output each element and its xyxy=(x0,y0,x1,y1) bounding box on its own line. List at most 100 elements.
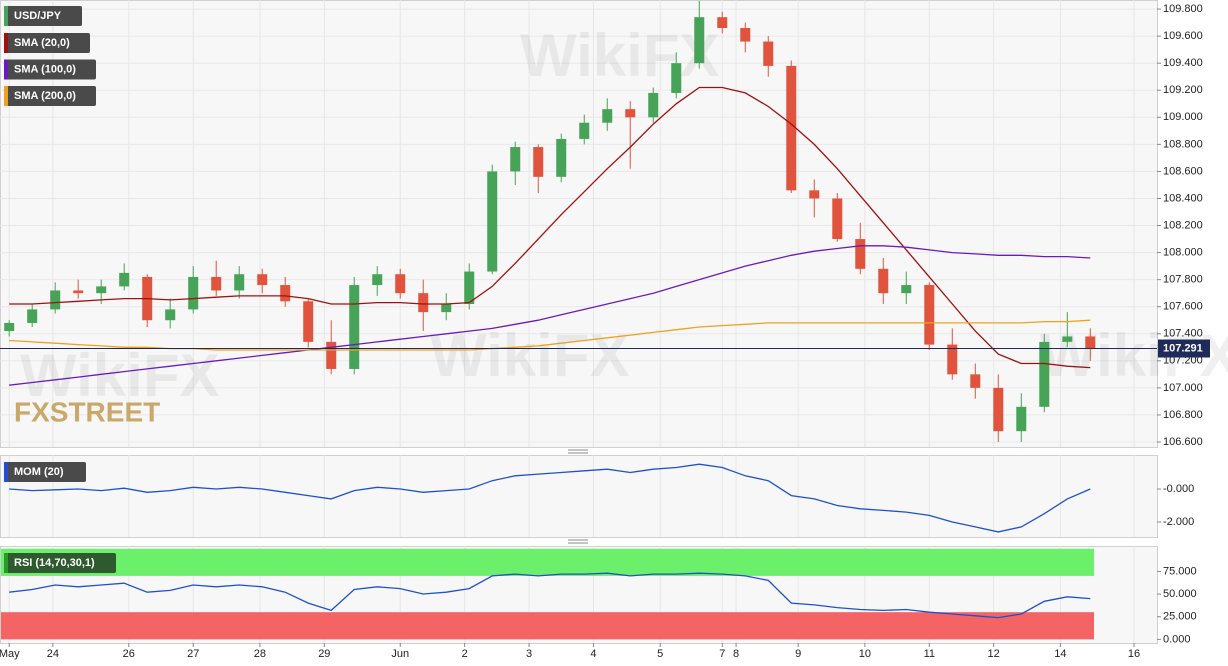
band xyxy=(1,548,1094,576)
watermark: WikiFX xyxy=(20,342,219,409)
candle-body xyxy=(487,171,498,272)
y-tick-label: 107.000 xyxy=(1163,382,1203,394)
last-price-box xyxy=(1158,339,1210,358)
candle-body xyxy=(717,17,728,29)
x-tick-label: 7 xyxy=(719,648,725,660)
series-line xyxy=(9,463,1091,533)
legend-label: SMA (200,0) xyxy=(14,90,76,102)
candle-body xyxy=(165,309,176,321)
series-line xyxy=(9,86,1091,369)
x-tick-label: 12 xyxy=(988,648,1000,660)
candle-body xyxy=(395,274,406,294)
y-tick-label: 109.600 xyxy=(1163,30,1203,42)
candle-body xyxy=(73,290,84,294)
y-tick-label: 107.200 xyxy=(1163,355,1203,367)
candle-body xyxy=(188,276,199,310)
candle-body xyxy=(947,344,958,375)
candle-body xyxy=(418,293,429,313)
x-tick-label: 9 xyxy=(795,648,801,660)
legend-swatch xyxy=(4,59,8,80)
legend-swatch xyxy=(4,86,8,106)
candle-body xyxy=(901,285,912,294)
candle-body xyxy=(556,138,567,177)
candle-body xyxy=(1085,336,1096,349)
y-tick-label: 108.400 xyxy=(1163,192,1203,204)
x-tick-label: 28 xyxy=(254,648,266,660)
legend-box xyxy=(4,59,96,80)
legend-box xyxy=(4,6,82,26)
candle-body xyxy=(602,109,613,123)
last-price-label: 107.291 xyxy=(1163,342,1203,354)
candle-body xyxy=(326,341,337,369)
legend-box xyxy=(4,86,96,106)
candle-body xyxy=(993,387,1004,432)
x-tick-label: 24 xyxy=(47,648,59,660)
candle-body xyxy=(832,198,843,240)
y-tick-label: 107.600 xyxy=(1163,301,1203,313)
candle-body xyxy=(786,65,797,191)
legend-swatch xyxy=(4,6,8,26)
x-tick-label: 10 xyxy=(859,648,871,660)
legend-label: SMA (20,0) xyxy=(14,37,70,49)
candle-body xyxy=(4,322,15,332)
candle-body xyxy=(1062,336,1073,342)
x-tick-label: 4 xyxy=(590,648,596,660)
y-tick-label: 108.800 xyxy=(1163,138,1203,150)
legend-swatch xyxy=(4,553,8,573)
candle-body xyxy=(694,17,705,64)
candle-body xyxy=(119,272,130,287)
candle-body xyxy=(464,271,475,304)
x-tick-label: May xyxy=(0,648,20,660)
legend-label: MOM (20) xyxy=(14,466,64,478)
candle-body xyxy=(625,109,636,118)
x-tick-label: 26 xyxy=(123,648,135,660)
x-tick-label: 2 xyxy=(462,648,468,660)
candle-body xyxy=(27,309,38,323)
candle-body xyxy=(303,301,314,342)
candle-body xyxy=(1039,341,1050,407)
panel xyxy=(0,455,1158,538)
legend-label: SMA (100,0) xyxy=(14,63,76,75)
y-tick-label: 109.000 xyxy=(1163,111,1203,123)
series-line xyxy=(9,245,1091,386)
y-tick-label: 25.000 xyxy=(1163,611,1197,623)
candle-body xyxy=(372,274,383,286)
y-tick-label: 108.600 xyxy=(1163,165,1203,177)
x-tick-label: 16 xyxy=(1128,648,1140,660)
y-tick-label: 109.400 xyxy=(1163,57,1203,69)
candle-body xyxy=(257,274,268,286)
candle-body xyxy=(96,286,107,294)
candle-body xyxy=(671,63,682,93)
legend-box xyxy=(4,462,86,482)
x-tick-label: 27 xyxy=(187,648,199,660)
y-tick-label: 107.800 xyxy=(1163,274,1203,286)
x-tick-label: 11 xyxy=(924,648,935,660)
y-tick-label: -0.000 xyxy=(1163,483,1194,495)
candle-body xyxy=(579,122,590,139)
x-tick-label: 8 xyxy=(733,648,739,660)
series-line xyxy=(9,572,1091,619)
watermark: WikiFX xyxy=(520,22,719,89)
x-tick-label: Jun xyxy=(391,648,409,660)
candle-body xyxy=(349,285,360,369)
candle-body xyxy=(211,276,222,291)
logo: FXSTREET xyxy=(14,396,160,427)
y-tick-label: 108.000 xyxy=(1163,246,1203,258)
y-tick-label: -2.000 xyxy=(1163,516,1194,528)
candle-body xyxy=(763,41,774,66)
y-tick-label: 109.200 xyxy=(1163,84,1203,96)
candle-body xyxy=(50,290,61,310)
y-tick-label: 107.400 xyxy=(1163,328,1203,340)
legend-box xyxy=(4,33,90,53)
x-tick-label: 3 xyxy=(526,648,532,660)
legend-label: USD/JPY xyxy=(14,10,62,22)
candle-body xyxy=(740,28,751,42)
band xyxy=(1,612,1094,640)
candle-body xyxy=(280,285,291,302)
candle-body xyxy=(809,190,820,199)
y-tick-label: 106.600 xyxy=(1163,436,1203,448)
legend-swatch xyxy=(4,33,8,53)
candle-body xyxy=(1016,406,1027,432)
legend-box xyxy=(4,553,116,573)
